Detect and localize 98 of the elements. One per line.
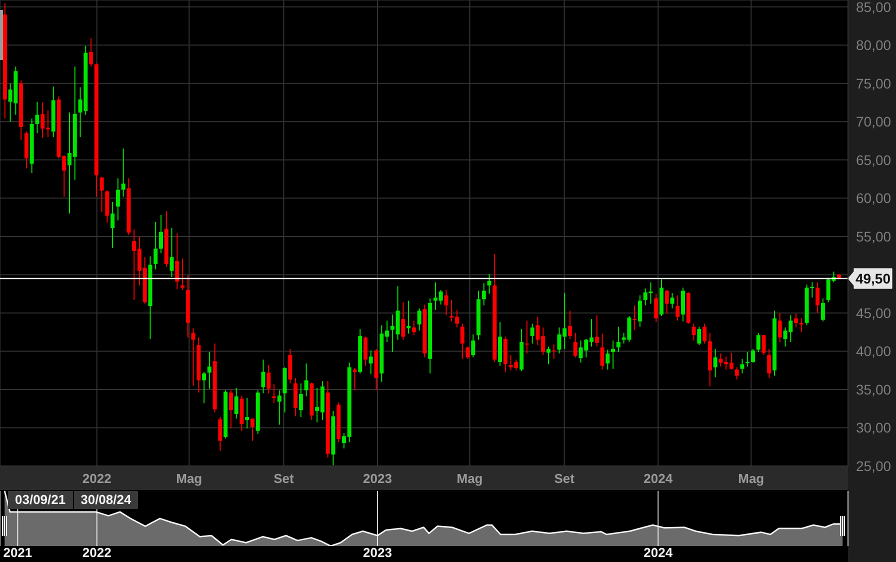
annotation: 30/08/24 — [74, 491, 138, 509]
candlestick — [245, 397, 250, 430]
candlestick — [530, 323, 534, 344]
candlestick — [594, 314, 599, 348]
candlestick — [794, 313, 798, 328]
candlestick — [35, 101, 40, 134]
y-tick-label: 55,00 — [856, 228, 892, 244]
y-tick-label: 30,00 — [856, 420, 892, 436]
candlestick — [352, 368, 357, 391]
x-tick-label: 2024 — [644, 471, 674, 486]
candlestick — [110, 202, 115, 248]
candlestick — [816, 282, 820, 314]
candlestick — [767, 348, 772, 379]
candlestick — [611, 340, 616, 370]
y-tick-label: 35,00 — [856, 381, 892, 398]
candlestick — [756, 332, 760, 352]
candlestick — [116, 178, 120, 221]
candlestick — [471, 334, 476, 358]
candlestick — [158, 214, 163, 254]
candlestick — [734, 366, 739, 380]
candlestick — [412, 320, 416, 336]
candlestick — [154, 221, 158, 270]
x-tick-label: 2024 — [644, 545, 674, 560]
y-tick-label: 80,00 — [856, 37, 892, 54]
candlestick — [121, 148, 126, 198]
candlestick — [820, 298, 825, 322]
candlestick — [799, 318, 804, 333]
candlestick — [191, 328, 196, 386]
candlestick — [697, 326, 702, 346]
candlestick — [750, 348, 755, 364]
candlestick — [600, 333, 604, 370]
candlestick — [89, 38, 94, 68]
candlestick — [740, 358, 744, 374]
y-tick-label: 25,00 — [856, 458, 892, 474]
candlestick — [228, 390, 233, 430]
ref-line-label: 49,50 — [855, 270, 891, 287]
candlestick — [746, 351, 750, 368]
candlestick — [406, 300, 411, 334]
x-tick-label: Set — [274, 471, 294, 486]
candlestick — [100, 176, 104, 212]
x-tick-label: 2023 — [363, 471, 392, 486]
candlestick — [616, 326, 620, 352]
x-tick-label: 2023 — [363, 545, 392, 560]
candlestick — [363, 336, 368, 366]
candlestick — [444, 290, 448, 316]
candlestick — [266, 364, 271, 394]
y-tick-label: 70,00 — [856, 114, 892, 130]
candlestick — [218, 416, 222, 452]
x-tick-label: Mag — [738, 471, 764, 486]
candlestick — [482, 282, 486, 306]
candlestick — [638, 294, 642, 328]
candlestick — [175, 232, 180, 290]
candlestick — [298, 382, 303, 418]
y-tick-label: 60,00 — [856, 190, 892, 206]
candlestick — [568, 310, 572, 340]
candlestick — [546, 346, 550, 365]
candlestick — [778, 312, 782, 343]
candlestick — [207, 351, 212, 390]
candlestick — [762, 334, 766, 356]
candlestick — [272, 384, 276, 404]
candlestick — [606, 349, 610, 370]
x-tick-label: 2022 — [82, 471, 112, 486]
candlestick — [250, 418, 254, 442]
x-tick-label: 2022 — [82, 545, 112, 560]
annotation: 03/09/21 — [8, 491, 73, 509]
candlestick — [460, 323, 464, 360]
x-tick-label: 2021 — [3, 545, 32, 560]
candlestick — [552, 344, 556, 360]
y-tick-label: 45,00 — [856, 304, 892, 321]
candlestick — [202, 371, 206, 404]
candlestick — [702, 323, 707, 344]
candlestick — [676, 294, 680, 322]
candlestick — [524, 320, 529, 354]
x-tick-label: Set — [554, 471, 576, 486]
candlestick — [681, 287, 686, 322]
candlestick — [466, 346, 470, 360]
candlestick — [261, 359, 266, 394]
candlestick — [401, 302, 406, 340]
candlestick — [632, 304, 637, 330]
candlestick — [573, 332, 578, 358]
x-tick-label: Mag — [176, 471, 202, 486]
y-tick-label: 65,00 — [856, 152, 892, 168]
y-tick-label: 85,00 — [856, 0, 892, 15]
candlestick — [170, 228, 174, 278]
candlestick — [670, 292, 674, 309]
candlestick — [234, 387, 238, 420]
candlestick — [304, 362, 308, 397]
candlestick — [368, 350, 373, 375]
candlestick — [654, 293, 658, 323]
candlestick — [277, 390, 282, 426]
y-tick-label: 75,00 — [856, 75, 892, 92]
candlestick — [664, 290, 669, 314]
y-tick-label: 40,00 — [856, 343, 892, 360]
candlestick — [713, 348, 718, 378]
candlestick — [692, 323, 696, 342]
x-tick-label: Mag — [456, 471, 483, 486]
candlestick — [417, 308, 422, 332]
candlestick — [487, 273, 492, 294]
